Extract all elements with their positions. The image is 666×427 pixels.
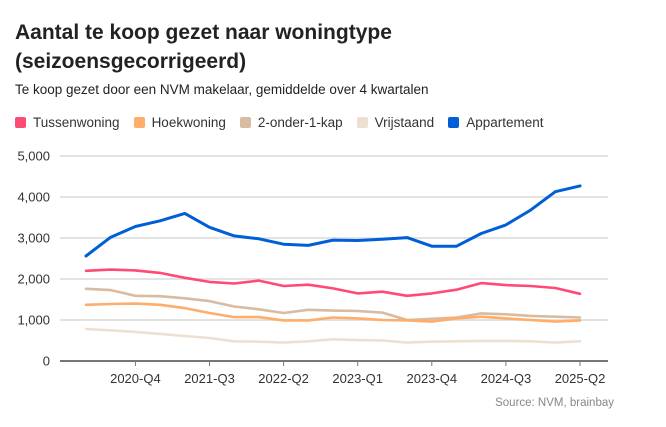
- series-line-hoekwoning: [84, 302, 582, 323]
- legend-swatch: [15, 117, 26, 128]
- legend-label: 2-onder-1-kap: [257, 115, 343, 130]
- x-tick-label: 2022-Q2: [258, 371, 309, 386]
- x-tick-label: 2020-Q4: [110, 371, 161, 386]
- x-tick-label: 2024-Q3: [481, 371, 532, 386]
- y-tick-label: 0: [43, 354, 50, 369]
- legend-swatch: [133, 117, 145, 128]
- legend-item[interactable]: Appartement: [448, 115, 543, 130]
- series-line-appartement: [84, 184, 582, 258]
- source-note: Source: NVM, brainbay: [495, 397, 614, 409]
- y-tick-label: 1,000: [17, 313, 50, 328]
- legend-swatch: [356, 117, 368, 128]
- y-tick-label: 3,000: [17, 231, 50, 246]
- legend-label: Hoekwoning: [151, 115, 226, 130]
- series-line-vrijstaand: [84, 327, 582, 344]
- series-line-2-onder-1-kap: [84, 287, 582, 322]
- y-tick-label: 4,000: [17, 190, 50, 205]
- legend-label: Vrijstaand: [374, 115, 435, 130]
- legend-item[interactable]: Vrijstaand: [356, 115, 435, 130]
- legend: Tussenwoning Hoekwoning 2-onder-1-kap Vrijs…: [15, 115, 543, 130]
- x-tick-label: 2025-Q2: [555, 371, 606, 386]
- y-tick-label: 2,000: [17, 272, 50, 287]
- chart-subtitle: Te koop gezet door een NVM makelaar, gem…: [15, 82, 429, 97]
- legend-swatch: [448, 117, 460, 128]
- legend-label: Tussenwoning: [33, 115, 120, 130]
- x-tick-label: 2023-Q4: [407, 371, 458, 386]
- legend-swatch: [239, 117, 251, 128]
- legend-item[interactable]: 2-onder-1-kap: [239, 115, 343, 130]
- legend-item[interactable]: Tussenwoning: [15, 115, 120, 130]
- series-line-tussenwoning: [84, 268, 582, 298]
- chart-title: Aantal te koop gezet naar woningtype (se…: [15, 21, 392, 73]
- legend-item[interactable]: Hoekwoning: [133, 115, 226, 130]
- legend-label: Appartement: [466, 115, 544, 130]
- x-tick-label: 2021-Q3: [184, 371, 235, 386]
- x-tick-label: 2023-Q1: [332, 371, 383, 386]
- y-tick-label: 5,000: [17, 149, 50, 164]
